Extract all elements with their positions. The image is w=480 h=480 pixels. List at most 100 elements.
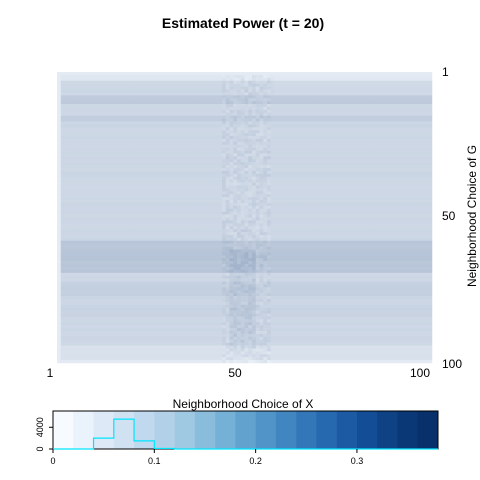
heatmap-cell [90, 214, 95, 218]
heatmap-cell [64, 194, 69, 198]
heatmap-cell [379, 208, 384, 212]
heatmap-cell [312, 153, 316, 157]
heatmap-cell [117, 115, 121, 119]
heatmap-cell [102, 200, 106, 204]
heatmap-cell [244, 208, 249, 212]
heatmap-cell [383, 74, 388, 79]
heatmap-cell [199, 106, 204, 111]
heatmap-cell [135, 133, 140, 137]
heatmap-cell [334, 95, 339, 99]
heatmap-cell [405, 133, 410, 137]
heatmap-cell [207, 136, 211, 140]
heatmap-cell [293, 89, 298, 93]
heatmap-cell [184, 159, 189, 163]
heatmap-cell [199, 153, 204, 157]
heatmap-cell [158, 194, 163, 198]
heatmap-cell [87, 211, 91, 215]
heatmap-cell [195, 124, 200, 128]
heatmap-cell [360, 121, 365, 125]
heatmap-cell [237, 112, 241, 116]
heatmap-cell [102, 118, 106, 122]
heatmap-cell [203, 168, 208, 172]
heatmap-cell [342, 153, 346, 157]
heatmap-cell [177, 138, 181, 143]
heatmap-cell [428, 86, 433, 90]
heatmap-cell [338, 170, 343, 175]
heatmap-cell [240, 101, 245, 105]
heatmap-cell [263, 121, 268, 125]
heatmap-cell [293, 147, 298, 151]
heatmap-cell [68, 89, 73, 93]
heatmap-cell [117, 185, 121, 189]
heatmap-cell [252, 168, 256, 172]
heatmap-cell [267, 124, 271, 128]
heatmap-cell [368, 115, 373, 119]
heatmap-cell [398, 144, 403, 148]
heatmap-cell [207, 89, 211, 93]
heatmap-cell [222, 121, 226, 125]
heatmap-cell [117, 124, 121, 128]
heatmap-cell [109, 165, 114, 169]
heatmap-cell [139, 144, 144, 148]
heatmap-cell [199, 191, 204, 195]
heatmap-cell [147, 168, 151, 172]
heatmap-cell [390, 179, 395, 183]
heatmap-cell [405, 147, 410, 151]
heatmap-cell [417, 121, 421, 125]
heatmap-cell [225, 127, 230, 131]
heatmap-cell [98, 112, 103, 116]
heatmap-cell [334, 115, 339, 119]
heatmap-cell [147, 138, 151, 143]
heatmap-cell [195, 214, 200, 218]
heatmap-cell [323, 121, 328, 125]
heatmap-cell [274, 194, 279, 198]
heatmap-cell [229, 159, 234, 163]
heatmap-cell [214, 214, 219, 218]
heatmap-cell [124, 74, 129, 79]
heatmap-cell [154, 92, 159, 96]
heatmap-cell [94, 214, 99, 218]
heatmap-cell [83, 165, 88, 169]
heatmap-cell [225, 101, 230, 105]
heatmap-cell [379, 133, 384, 137]
heatmap-cell [120, 156, 125, 160]
heatmap-cell [169, 124, 174, 128]
heatmap-cell [372, 95, 376, 99]
heatmap-cell [244, 170, 249, 175]
heatmap-cell [308, 144, 313, 148]
heatmap-cell [300, 153, 305, 157]
heatmap-cell [349, 127, 354, 131]
heatmap-cell [420, 121, 425, 125]
heatmap-cell [210, 205, 215, 210]
heatmap-cell [150, 168, 155, 172]
heatmap-cell [345, 150, 350, 154]
heatmap-cell [270, 133, 275, 137]
heatmap-cell [379, 194, 384, 198]
heatmap-cell [150, 176, 155, 180]
heatmap-cell [87, 89, 91, 93]
heatmap-cell [203, 182, 208, 186]
heatmap-cell [293, 141, 298, 145]
heatmap-cell [79, 83, 84, 87]
heatmap-cell [255, 106, 260, 111]
heatmap-cell [244, 115, 249, 119]
heatmap-cell [68, 205, 73, 210]
heatmap-cell [68, 106, 73, 111]
heatmap-cell [195, 77, 200, 81]
heatmap-cell [222, 197, 226, 201]
heatmap-cell [248, 162, 253, 166]
heatmap-cell [349, 214, 354, 218]
heatmap-cell [98, 211, 103, 215]
heatmap-cell [83, 104, 88, 108]
heatmap-cell [289, 159, 294, 163]
heatmap-cell [267, 165, 271, 169]
heatmap-cell [334, 191, 339, 195]
heatmap-cell [424, 147, 429, 151]
heatmap-cell [353, 200, 358, 204]
heatmap-cell [315, 136, 320, 140]
heatmap-cell [259, 112, 264, 116]
heatmap-cell [109, 197, 114, 201]
heatmap-cell [349, 112, 354, 116]
heatmap-cell [225, 153, 230, 157]
heatmap-cell [360, 173, 365, 178]
